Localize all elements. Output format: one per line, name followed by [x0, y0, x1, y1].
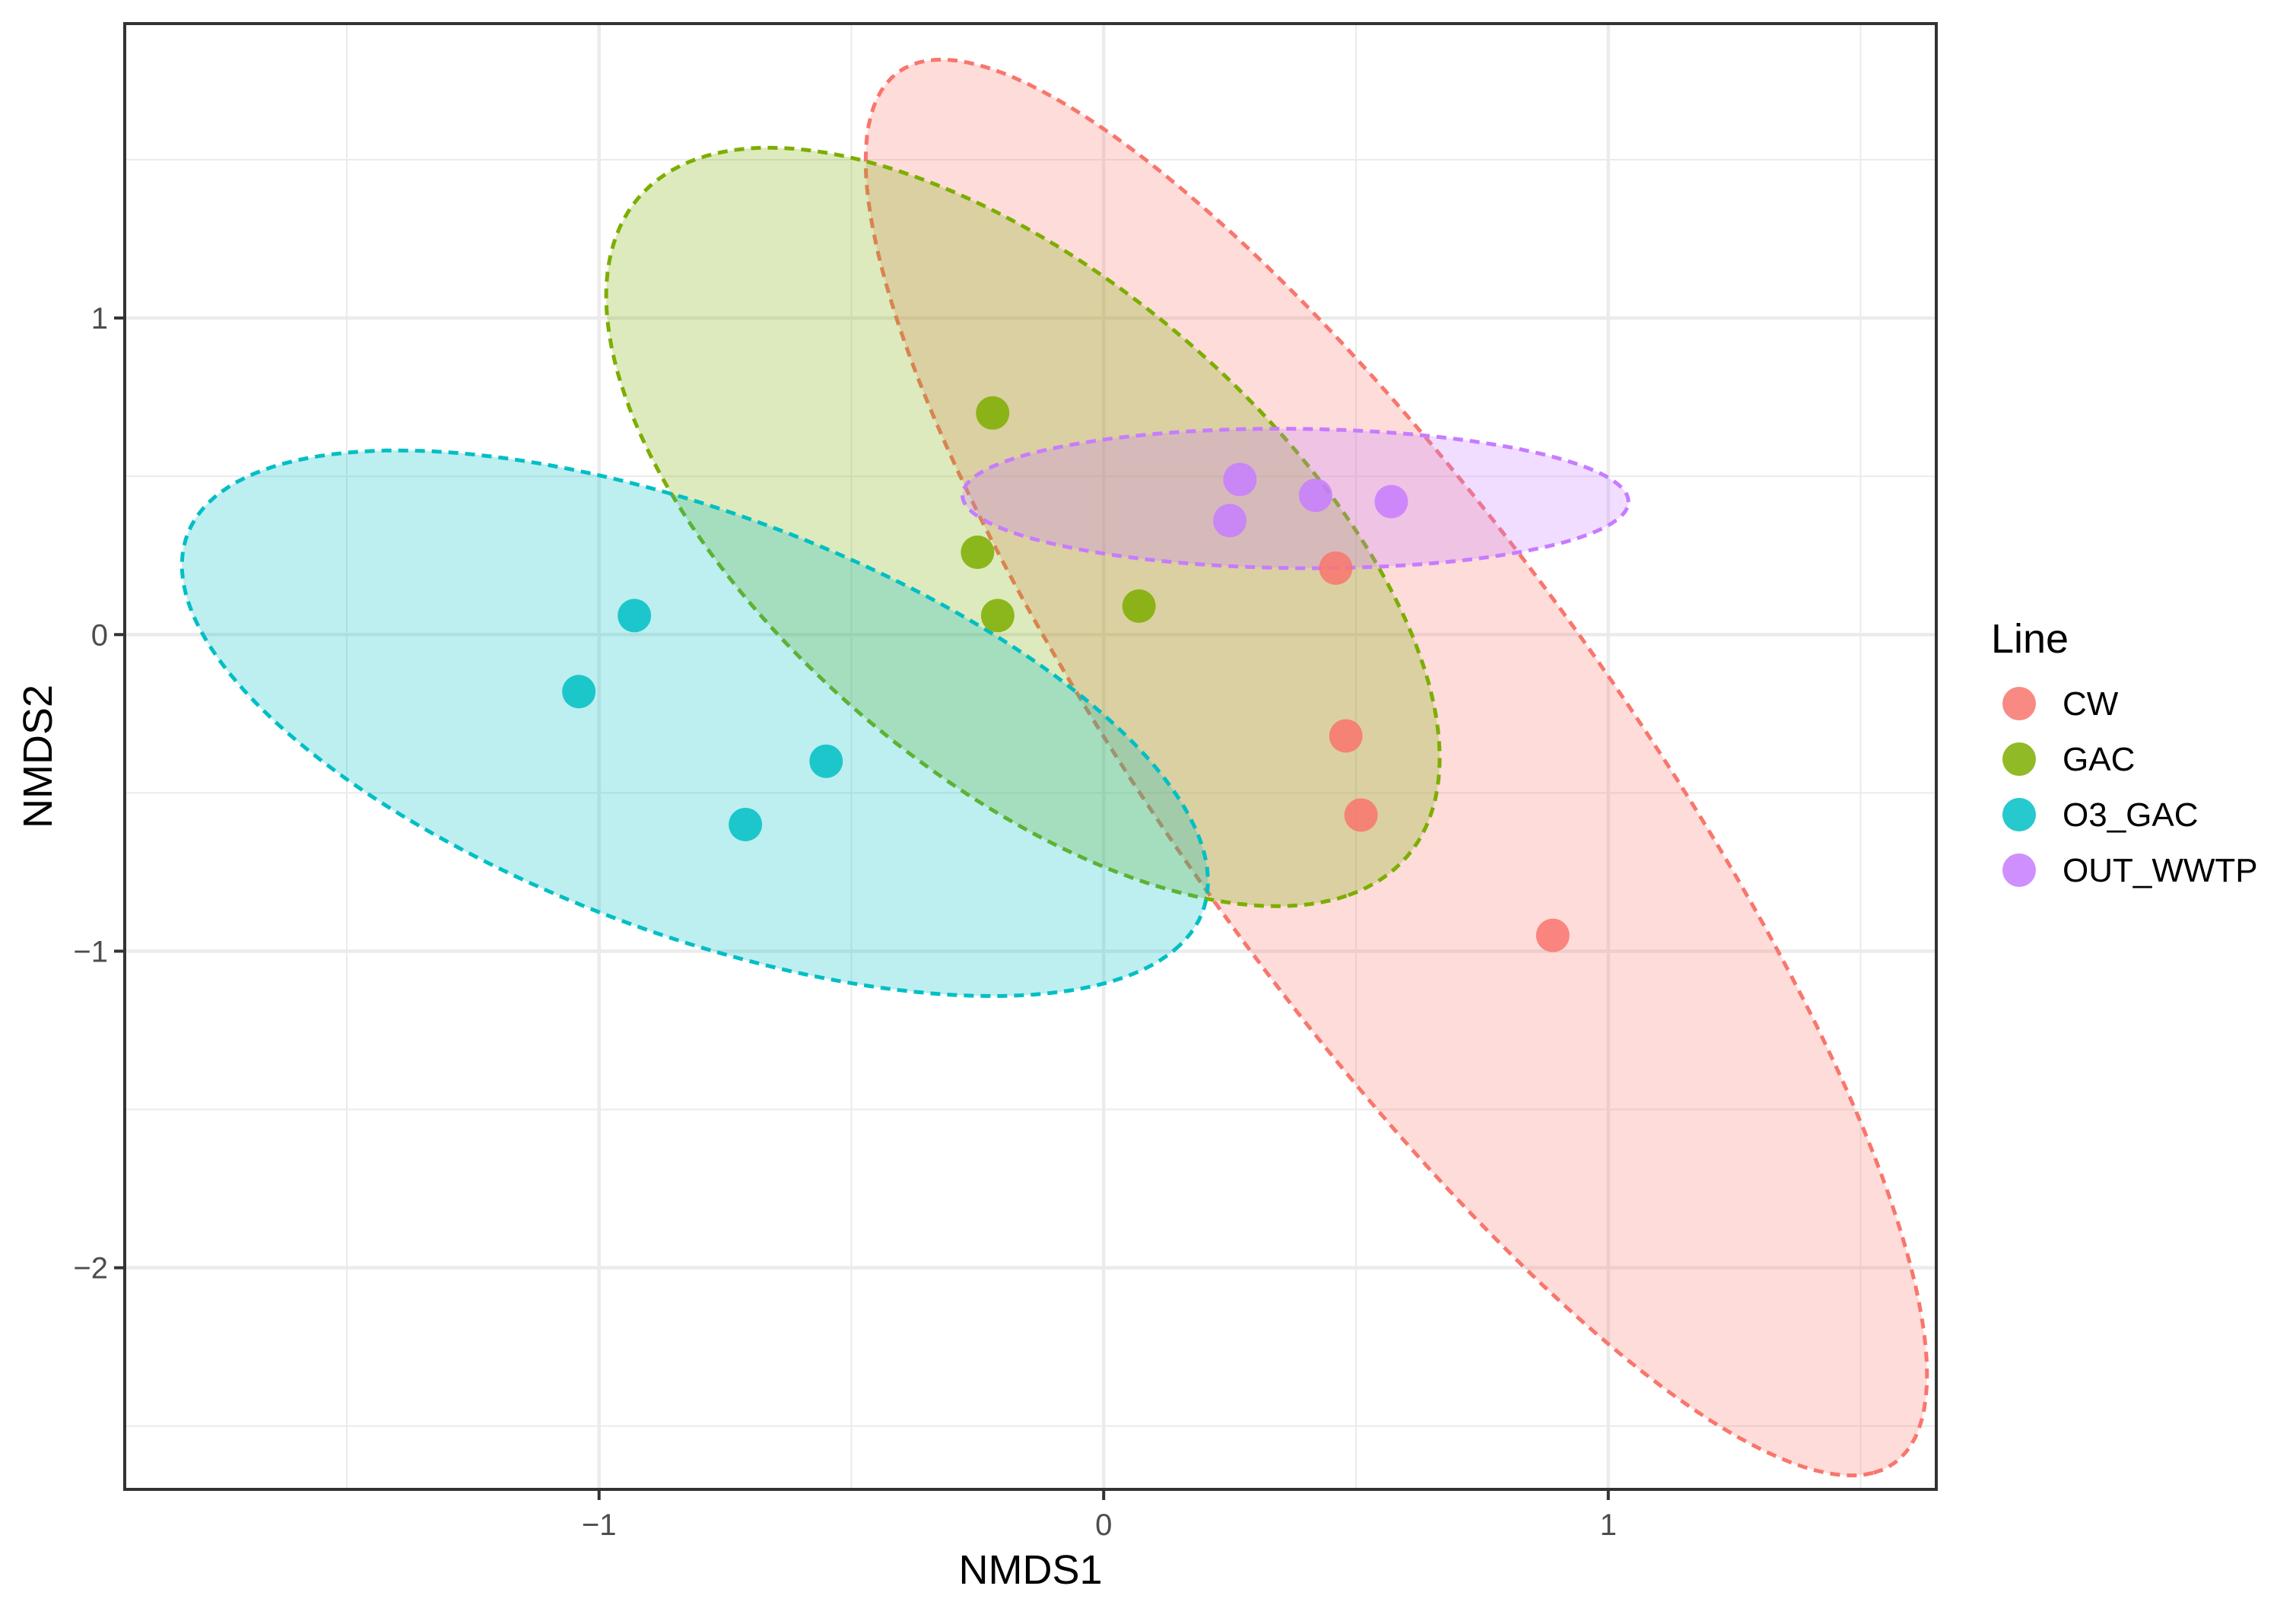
legend-key-o3-gac — [2002, 798, 2036, 831]
major-gridlines — [125, 24, 1936, 1489]
x-axis-title: NMDS1 — [958, 1547, 1102, 1593]
x-axis: −1 0 1 — [582, 1489, 1617, 1542]
ellipse-layer — [179, 58, 1929, 1478]
data-point-o3-gac — [562, 675, 596, 709]
confidence-ellipse-out-wwtp — [960, 427, 1631, 570]
confidence-ellipse-cw — [863, 58, 1929, 1478]
data-point-cw — [1319, 551, 1353, 585]
plot-panel-border — [123, 22, 1938, 1491]
data-point-gac — [976, 396, 1010, 430]
y-tick-label: −1 — [73, 935, 108, 968]
x-tick-label: 0 — [1095, 1508, 1112, 1542]
confidence-ellipse-o3-gac — [179, 448, 1210, 998]
minor-gridlines — [125, 24, 1936, 1489]
legend-title: Line — [1991, 616, 2069, 662]
data-point-o3-gac — [809, 744, 843, 778]
data-point-gac — [980, 599, 1015, 633]
plot-panel-background — [125, 24, 1936, 1489]
confidence-ellipse-gac — [604, 145, 1442, 908]
data-point-cw — [1535, 918, 1570, 952]
x-tick-label: 1 — [1600, 1508, 1617, 1542]
legend-label: OUT_WWTP — [2063, 852, 2258, 889]
data-point-gac — [961, 536, 995, 570]
legend-label: O3_GAC — [2063, 796, 2199, 834]
x-tick-label: −1 — [582, 1508, 617, 1542]
legend-key-out-wwtp — [2002, 853, 2036, 887]
y-axis: −2 −1 0 1 — [73, 302, 125, 1286]
data-point-o3-gac — [618, 599, 652, 633]
data-point-out-wwtp — [1298, 478, 1332, 513]
legend-key-gac — [2002, 742, 2036, 776]
y-tick-label: 1 — [91, 302, 108, 335]
data-point-cw — [1329, 719, 1363, 753]
points-layer — [562, 396, 1570, 952]
y-axis-title: NMDS2 — [15, 685, 61, 828]
legend-items: CW GAC O3_GAC OUT_WWTP — [2002, 685, 2258, 889]
legend-label: GAC — [2063, 741, 2135, 778]
legend-key-cw — [2002, 687, 2036, 720]
data-point-out-wwtp — [1223, 462, 1257, 497]
legend-label: CW — [2063, 685, 2119, 723]
data-point-gac — [1122, 589, 1156, 623]
y-tick-label: 0 — [91, 618, 108, 652]
data-point-out-wwtp — [1374, 485, 1408, 519]
data-point-out-wwtp — [1213, 504, 1247, 538]
data-point-o3-gac — [729, 807, 763, 841]
y-tick-label: −2 — [73, 1252, 108, 1286]
data-point-cw — [1344, 798, 1378, 832]
legend: Line CW GAC O3_GAC OUT_WWTP — [1991, 616, 2258, 889]
